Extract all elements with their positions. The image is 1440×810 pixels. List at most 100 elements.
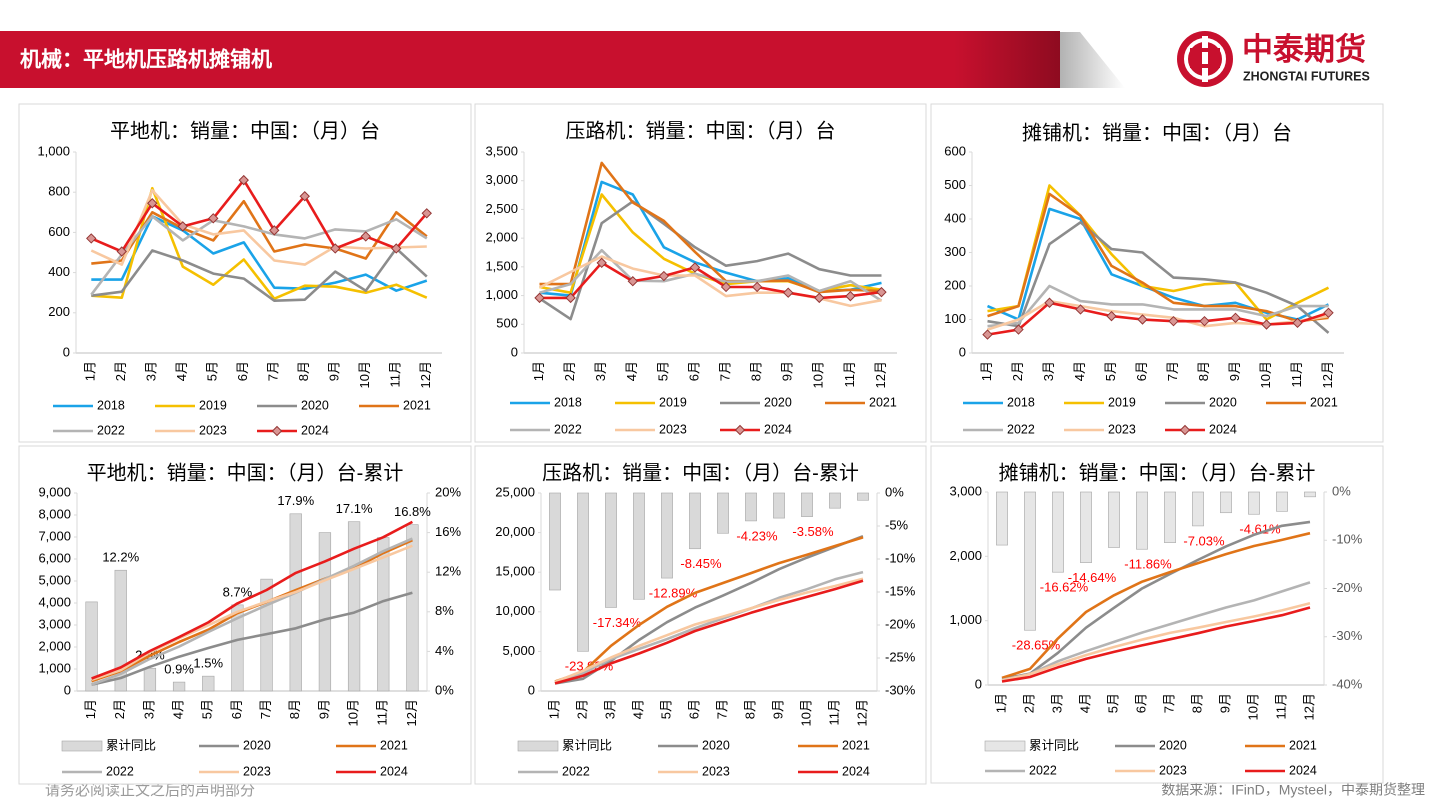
line-series	[554, 570, 864, 684]
y-tick-label: 3,500	[485, 143, 518, 158]
point-marker	[1230, 312, 1241, 324]
y-tick-label: 10,000	[495, 603, 535, 618]
y2-tick-label: -10%	[885, 550, 916, 565]
value-label: 16.8%	[394, 504, 431, 519]
value-label: 8.7%	[223, 584, 253, 599]
point-marker	[982, 329, 993, 340]
y2-tick-label: 0%	[1332, 483, 1351, 498]
legend-label: 2023	[1108, 422, 1136, 436]
chart: 摊铺机：销量：中国：（月）台-累计 0 1,000 2,000 3,000 0% -10% -…	[930, 445, 1384, 784]
y-tick-label: 5,000	[502, 643, 535, 658]
legend-label: 2022	[97, 423, 125, 437]
point-marker	[627, 276, 638, 287]
chart: 压路机：销量：中国：（月）台-累计 0 5,000 10,000 15,000 20,00…	[474, 445, 927, 785]
chart-panel	[474, 103, 927, 443]
x-tick-label: 2月	[1021, 693, 1036, 713]
y-tick-label: 1,500	[485, 258, 518, 273]
x-tick-label: 1月	[531, 361, 546, 381]
legend-label: 2020	[243, 738, 271, 752]
y-tick-label: 0	[64, 682, 71, 697]
point-marker	[814, 292, 825, 304]
line-series	[91, 537, 413, 686]
y-tick-label: 800	[48, 184, 70, 199]
legend-label: 2023	[243, 764, 271, 778]
y-tick-label: 2,000	[485, 230, 518, 245]
x-tick-label: 6月	[686, 699, 701, 719]
header-shadow	[1040, 32, 1125, 88]
y-tick-label: 400	[944, 210, 966, 225]
chart-title: 压路机：销量：中国：（月）台	[566, 119, 836, 142]
legend-label: 2024	[301, 423, 329, 437]
legend-label: 2021	[1310, 395, 1338, 409]
point-marker	[116, 246, 127, 257]
x-tick-label: 2月	[112, 699, 127, 719]
line-series	[987, 284, 1329, 328]
chart-panel	[18, 103, 472, 443]
y-tick-label: 1,000	[485, 287, 518, 302]
bar	[85, 601, 98, 692]
y2-tick-label: -30%	[1332, 628, 1363, 643]
value-label: -4.23%	[736, 528, 778, 543]
bar	[633, 492, 645, 600]
legend-swatch	[61, 740, 103, 752]
bar	[202, 675, 215, 692]
x-tick-label: 9月	[1217, 693, 1232, 713]
y-tick-label: 3,000	[485, 172, 518, 187]
bar	[1052, 491, 1064, 573]
legend-label: 2020	[764, 395, 792, 409]
point-marker	[1199, 315, 1210, 327]
logo-en: ZHONGTAI FUTURES	[1243, 69, 1370, 83]
point-marker	[330, 243, 341, 254]
legend-label: 2024	[764, 422, 792, 436]
y-tick-label: 5,000	[38, 572, 71, 587]
line-series	[91, 247, 428, 302]
bar	[1108, 491, 1120, 548]
x-tick-label: 4月	[174, 361, 189, 381]
bar	[1248, 491, 1260, 515]
y-tick-label: 3,000	[949, 483, 982, 498]
y2-tick-label: 4%	[435, 643, 454, 658]
y2-tick-label: -25%	[885, 649, 916, 664]
value-label: -14.64%	[1068, 570, 1117, 585]
y-tick-label: 100	[944, 311, 966, 326]
bar	[318, 532, 332, 692]
bar	[1164, 491, 1176, 543]
y-tick-label: 1,000	[37, 143, 70, 158]
line-series	[554, 579, 864, 685]
x-tick-label: 9月	[327, 361, 342, 381]
point-marker	[1106, 310, 1117, 322]
legend-label: 2023	[1159, 763, 1187, 777]
legend-swatch	[984, 740, 1026, 752]
bar	[801, 492, 813, 517]
line-series	[91, 186, 428, 300]
point-marker	[783, 287, 794, 298]
x-tick-label: 1月	[546, 699, 561, 719]
x-tick-label: 11月	[388, 361, 403, 388]
point-marker	[1323, 307, 1334, 319]
legend-label: 2021	[403, 398, 431, 412]
point-marker	[238, 174, 249, 186]
x-tick-label: 1月	[979, 361, 994, 381]
x-tick-label: 12月	[1301, 693, 1316, 720]
bar	[114, 569, 127, 692]
y2-tick-label: 8%	[435, 603, 454, 618]
point-marker	[845, 290, 856, 302]
line-series	[1001, 520, 1311, 681]
bar	[577, 492, 589, 652]
chart: 压路机：销量：中国：（月）台 0 500 1,000 1,500 2,000 2,500 3,…	[474, 103, 927, 443]
legend-label: 2024	[380, 764, 408, 778]
x-tick-label: 10月	[1258, 361, 1273, 388]
x-tick-label: 12月	[404, 699, 419, 726]
y-tick-label: 0	[959, 344, 966, 359]
point-marker	[360, 231, 371, 242]
y2-tick-label: -40%	[1332, 676, 1363, 691]
charts: 平地机：销量：中国：（月）台 0 200 400 600 800 1,000 1月 2月 3月 4月…	[18, 103, 1384, 785]
value-label: 0.9%	[164, 662, 194, 677]
y-tick-label: 7,000	[38, 528, 71, 543]
point-marker	[147, 198, 158, 209]
legend-label: 2021	[380, 738, 408, 752]
y-tick-label: 0	[511, 344, 518, 359]
x-tick-label: 2月	[113, 361, 128, 381]
chart: 平地机：销量：中国：（月）台 0 200 400 600 800 1,000 1月 2月 3月 4月…	[18, 103, 472, 443]
point-marker	[1013, 324, 1024, 335]
